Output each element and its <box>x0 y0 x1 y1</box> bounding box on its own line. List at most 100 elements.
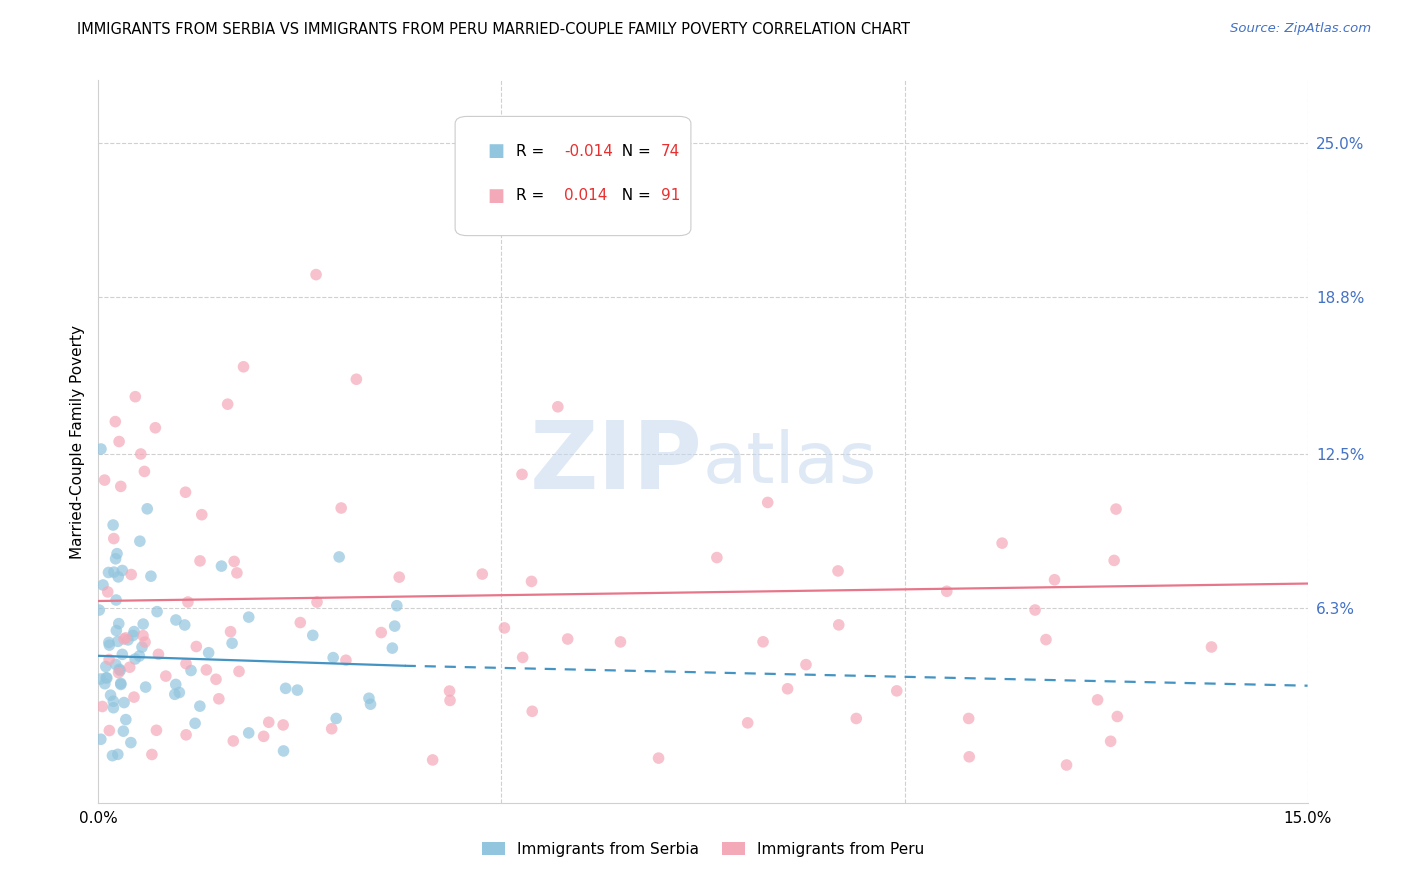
Point <box>422 753 444 767</box>
Point <box>1024 603 1046 617</box>
Point <box>180 664 202 678</box>
Point <box>271 718 294 732</box>
Point <box>211 559 233 574</box>
Point <box>221 636 243 650</box>
Point <box>110 677 132 691</box>
Point <box>107 616 129 631</box>
Point <box>174 728 197 742</box>
Point <box>232 359 254 374</box>
Point <box>122 624 145 639</box>
Point <box>274 681 297 696</box>
Point <box>139 569 162 583</box>
Point <box>146 605 169 619</box>
Point <box>108 664 131 678</box>
Point <box>103 694 125 708</box>
Point <box>112 696 135 710</box>
Point <box>756 495 779 509</box>
Point <box>512 650 534 665</box>
Point <box>169 685 191 699</box>
Point <box>222 734 245 748</box>
Point <box>510 467 533 482</box>
Point <box>321 722 343 736</box>
Text: R =: R = <box>516 144 548 159</box>
Point <box>225 566 247 580</box>
Point <box>184 716 207 731</box>
Point <box>752 635 775 649</box>
Text: -0.014: -0.014 <box>564 144 613 159</box>
Point <box>957 711 980 725</box>
Point <box>141 747 163 762</box>
Point <box>1105 502 1128 516</box>
Point <box>110 676 132 690</box>
Point <box>96 671 118 685</box>
Point <box>935 584 957 599</box>
Point <box>439 684 461 698</box>
Point <box>101 748 124 763</box>
Point <box>124 652 146 666</box>
Point <box>128 534 150 549</box>
Legend: Immigrants from Serbia, Immigrants from Peru: Immigrants from Serbia, Immigrants from … <box>482 841 924 856</box>
Point <box>107 634 129 648</box>
Point <box>360 697 382 711</box>
Text: ■: ■ <box>488 142 505 160</box>
Point <box>91 578 114 592</box>
Point <box>439 693 461 707</box>
Point <box>290 615 312 630</box>
Point <box>107 747 129 762</box>
Point <box>98 723 121 738</box>
Point <box>97 585 120 599</box>
Point <box>205 673 228 687</box>
Point <box>135 680 157 694</box>
Point <box>257 715 280 730</box>
Point <box>287 683 309 698</box>
Point <box>335 653 357 667</box>
Point <box>328 549 350 564</box>
Point <box>238 726 260 740</box>
Point <box>120 736 142 750</box>
Point <box>647 751 669 765</box>
Point <box>129 447 152 461</box>
Point <box>794 657 817 672</box>
Point <box>197 646 219 660</box>
Point <box>134 465 156 479</box>
Point <box>128 648 150 663</box>
Point <box>93 473 115 487</box>
Point <box>219 624 242 639</box>
Point <box>90 732 112 747</box>
Point <box>1099 734 1122 748</box>
Point <box>388 570 411 584</box>
Text: N =: N = <box>613 188 657 203</box>
Point <box>174 485 197 500</box>
Point <box>494 621 516 635</box>
Point <box>1107 709 1129 723</box>
Point <box>174 657 197 671</box>
Point <box>224 554 246 568</box>
Point <box>776 681 799 696</box>
Point <box>1201 640 1223 654</box>
Text: atlas: atlas <box>703 429 877 498</box>
Point <box>105 624 128 638</box>
Point <box>208 691 231 706</box>
Text: ■: ■ <box>488 187 505 205</box>
Point <box>305 595 328 609</box>
Point <box>122 628 145 642</box>
Point <box>118 660 141 674</box>
Text: Source: ZipAtlas.com: Source: ZipAtlas.com <box>1230 22 1371 36</box>
Point <box>1087 693 1109 707</box>
Point <box>107 665 129 680</box>
Point <box>97 635 120 649</box>
Point <box>238 610 260 624</box>
Y-axis label: Married-Couple Family Poverty: Married-Couple Family Poverty <box>70 325 86 558</box>
Point <box>111 564 134 578</box>
FancyBboxPatch shape <box>456 117 690 235</box>
Point <box>165 613 187 627</box>
Point <box>253 730 276 744</box>
Point <box>94 659 117 673</box>
Point <box>370 625 392 640</box>
Point <box>827 564 849 578</box>
Point <box>105 547 128 561</box>
Point <box>165 677 187 691</box>
Point <box>114 631 136 645</box>
Point <box>273 744 295 758</box>
Text: ZIP: ZIP <box>530 417 703 509</box>
